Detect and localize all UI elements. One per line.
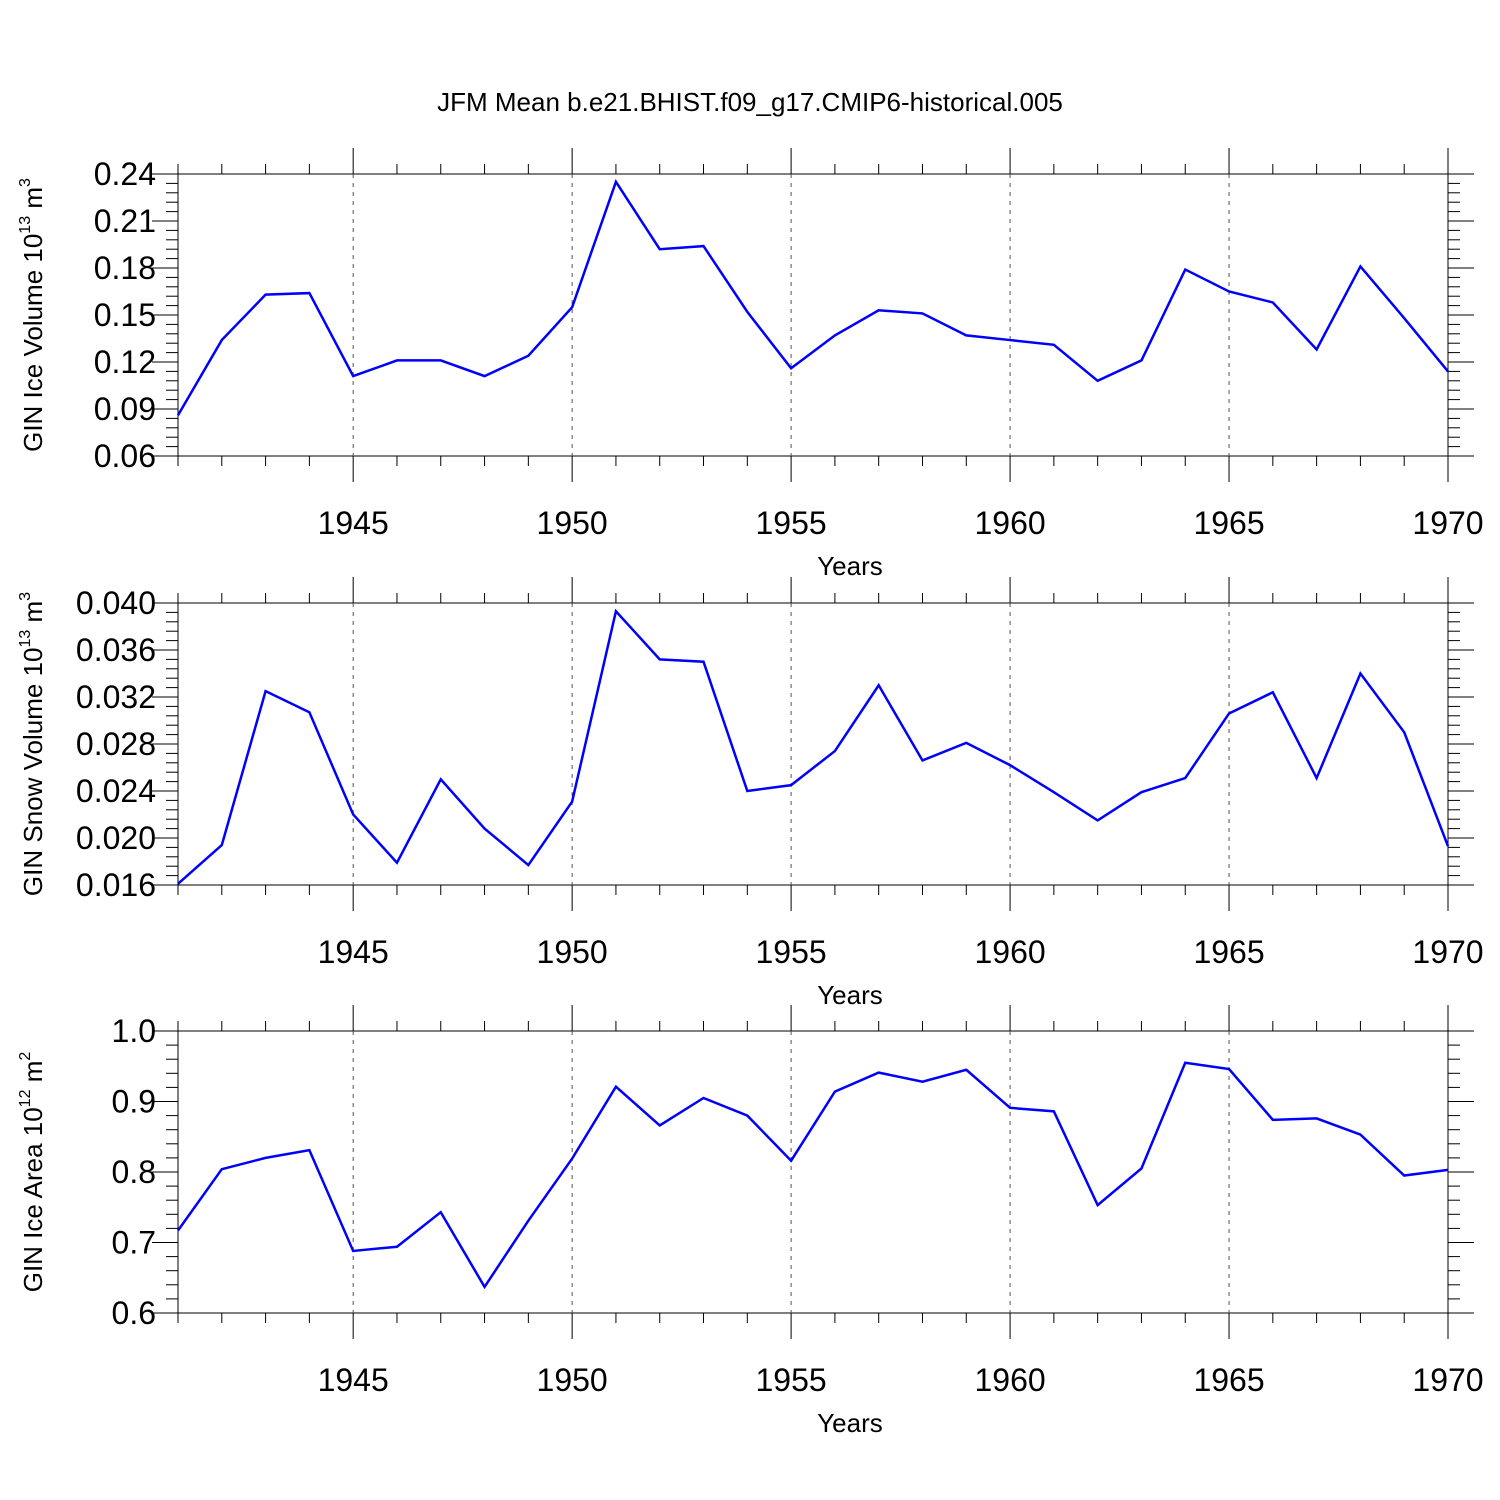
y-axis-title-main: GIN Snow Volume 10 (18, 648, 48, 897)
chart-panel-1: 1945 1950 1955 1960 1965 1970 Years 0.06 0.09 0.1… (17, 148, 1484, 581)
x-tick-label: 1965 (1193, 934, 1264, 970)
chart-panel-3: 1945 1950 1955 1960 1965 1970 Years 0.6 0.7 0.8 0.… (17, 1005, 1484, 1438)
y-axis-title-unit-exponent: 2 (17, 1052, 34, 1061)
y-axis-title-unit-exponent: 3 (17, 592, 34, 601)
y-tick-label: 0.21 (94, 203, 156, 239)
y-tick-label: 0.06 (94, 438, 156, 474)
series-line (176, 179, 1449, 416)
x-tick-label: 1950 (537, 934, 608, 970)
y-tick-label: 1.0 (112, 1013, 156, 1049)
x-tick-label: 1955 (756, 1362, 827, 1398)
y-axis-title-unit: m (18, 187, 48, 216)
x-axis-title: Years (817, 980, 883, 1010)
x-tick-label: 1945 (318, 505, 389, 541)
y-tick-label: 0.016 (76, 867, 156, 903)
y-axis-title-exponent: 13 (17, 216, 34, 234)
y-tick-label: 0.9 (112, 1084, 156, 1120)
y-axis-title-unit-exponent: 3 (17, 178, 34, 187)
y-tick-label: 0.036 (76, 632, 156, 668)
x-tick-label: 1960 (974, 934, 1045, 970)
x-tick-label: 1965 (1193, 505, 1264, 541)
x-tick-label: 1960 (974, 1362, 1045, 1398)
plot-frame (177, 602, 1449, 886)
series-line (177, 608, 1450, 885)
y-axis-title-main: GIN Ice Volume 10 (18, 234, 48, 452)
x-tick-label: 1950 (537, 1362, 608, 1398)
y-tick-label: 0.024 (76, 773, 156, 809)
y-axis-title-exponent: 13 (17, 630, 34, 648)
series-line (176, 1061, 1449, 1290)
x-tick-label: 1970 (1412, 1362, 1483, 1398)
y-tick-label: 0.032 (76, 679, 156, 715)
x-tick-label: 1955 (756, 934, 827, 970)
x-tick-label: 1965 (1193, 1362, 1264, 1398)
x-axis-title: Years (817, 551, 883, 581)
y-axis-title: GIN Ice Volume 1013 m3 (17, 178, 48, 452)
x-tick-label: 1970 (1412, 934, 1483, 970)
chart-panel-2: 1945 1950 1955 1960 1965 1970 Years 0.016 0.020 0… (17, 577, 1484, 1010)
y-axis-title: GIN Snow Volume 1013 m3 (17, 592, 48, 896)
x-tick-label: 1955 (756, 505, 827, 541)
plot-frame (177, 173, 1449, 457)
y-tick-label: 0.09 (94, 391, 156, 427)
y-tick-label: 0.18 (94, 250, 156, 286)
y-axis-title-unit: m (18, 1061, 48, 1090)
x-tick-label: 1960 (974, 505, 1045, 541)
y-tick-label: 0.8 (112, 1154, 156, 1190)
x-tick-label: 1950 (537, 505, 608, 541)
plot-frame (177, 1030, 1449, 1314)
y-tick-label: 0.040 (76, 585, 156, 621)
y-tick-label: 0.7 (112, 1225, 156, 1261)
y-axis-title: GIN Ice Area 1012 m2 (17, 1052, 48, 1293)
y-tick-label: 0.028 (76, 726, 156, 762)
x-tick-label: 1945 (318, 1362, 389, 1398)
x-axis-title: Years (817, 1408, 883, 1438)
y-tick-label: 0.12 (94, 344, 156, 380)
y-tick-label: 0.6 (112, 1295, 156, 1331)
y-axis-title-exponent: 12 (17, 1089, 34, 1107)
y-axis-title-main: GIN Ice Area 10 (18, 1107, 48, 1292)
figure-title: JFM Mean b.e21.BHIST.f09_g17.CMIP6-histo… (437, 87, 1063, 117)
y-tick-label: 0.15 (94, 297, 156, 333)
y-tick-label: 0.24 (94, 156, 156, 192)
x-tick-label: 1945 (318, 934, 389, 970)
y-tick-label: 0.020 (76, 820, 156, 856)
y-axis-title-unit: m (18, 601, 48, 630)
x-tick-label: 1970 (1412, 505, 1483, 541)
panels: 1945 1950 1955 1960 1965 1970 Years 0.06 0.09 0.1… (17, 148, 1484, 1438)
